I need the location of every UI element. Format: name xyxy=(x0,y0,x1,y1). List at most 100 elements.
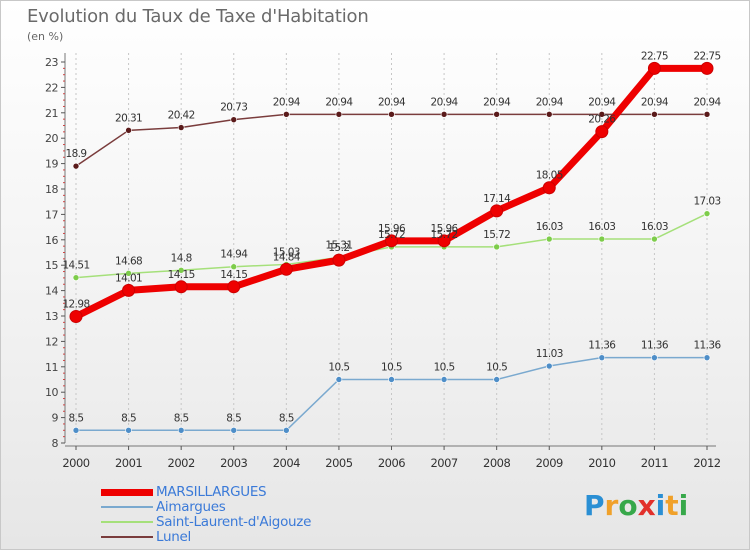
data-point xyxy=(388,376,395,383)
chart-title: Evolution du Taux de Taxe d'Habitation xyxy=(27,6,369,27)
data-point xyxy=(703,354,711,361)
data-point xyxy=(279,262,293,276)
y-tick-label: 18 xyxy=(45,183,58,196)
x-tick-label: 2011 xyxy=(641,456,668,470)
data-point xyxy=(703,111,711,118)
data-point xyxy=(598,111,606,118)
x-tick-label: 2008 xyxy=(483,456,510,470)
data-label: 15.72 xyxy=(431,229,458,241)
data-label: 18.05 xyxy=(536,170,563,182)
data-point xyxy=(440,111,448,118)
y-tick-label: 20 xyxy=(45,132,58,145)
data-point xyxy=(440,376,448,383)
data-point xyxy=(703,210,711,217)
x-tick-label: 2005 xyxy=(325,456,352,470)
data-label: 11.03 xyxy=(536,348,563,360)
data-point xyxy=(545,111,553,118)
y-tick-label: 19 xyxy=(45,158,58,171)
data-point xyxy=(651,111,658,118)
x-tick-label: 2007 xyxy=(430,456,457,470)
data-label: 16.03 xyxy=(536,221,563,233)
data-point xyxy=(493,376,500,383)
y-tick-label: 22 xyxy=(45,81,58,94)
data-label: 20.94 xyxy=(588,96,616,108)
data-point xyxy=(69,310,83,324)
x-tick-label: 2001 xyxy=(115,456,142,470)
y-tick-label: 17 xyxy=(45,208,58,221)
data-point xyxy=(335,111,343,118)
logo-letter: o xyxy=(618,489,638,522)
y-tick-label: 8 xyxy=(52,437,59,450)
data-point xyxy=(72,274,80,281)
data-point xyxy=(700,61,714,75)
data-label: 10.5 xyxy=(486,362,507,374)
legend-label: Aimargues xyxy=(156,499,226,515)
data-point xyxy=(283,111,290,118)
proxiti-logo: Proxiti xyxy=(584,489,688,522)
data-point xyxy=(125,270,132,277)
y-tick-label: 13 xyxy=(45,310,58,323)
data-point xyxy=(230,263,238,271)
data-point xyxy=(545,362,553,370)
data-label: 14.51 xyxy=(62,260,89,272)
data-label: 18.9 xyxy=(66,148,87,160)
data-label: 10.5 xyxy=(328,362,349,374)
data-point xyxy=(647,61,661,75)
data-label: 16.03 xyxy=(641,221,668,233)
data-point xyxy=(388,111,395,118)
data-point xyxy=(545,235,553,243)
data-point xyxy=(598,235,606,243)
x-tick-label: 2003 xyxy=(220,456,247,470)
data-label: 10.5 xyxy=(381,362,402,374)
data-label: 20.42 xyxy=(168,110,195,122)
y-tick-label: 15 xyxy=(45,259,58,272)
data-point xyxy=(125,426,132,434)
data-label: 20.94 xyxy=(325,96,353,108)
y-tick-label: 14 xyxy=(45,285,58,298)
legend-swatch xyxy=(101,488,153,496)
y-tick-label: 23 xyxy=(45,56,58,69)
data-point xyxy=(283,426,290,434)
data-label: 20.94 xyxy=(431,96,459,108)
data-point xyxy=(437,234,451,248)
data-point xyxy=(385,234,398,248)
x-tick-label: 2012 xyxy=(693,456,720,470)
x-tick-label: 2009 xyxy=(536,456,563,470)
y-tick-label: 12 xyxy=(45,335,58,348)
y-tick-label: 16 xyxy=(45,234,58,247)
data-label: 14.15 xyxy=(168,269,195,281)
data-label: 11.36 xyxy=(641,340,669,352)
data-label: 15.31 xyxy=(325,239,352,251)
data-label: 22.75 xyxy=(641,50,668,62)
data-point xyxy=(174,280,188,294)
data-label: 20.94 xyxy=(483,96,511,108)
y-tick-label: 21 xyxy=(45,107,58,120)
x-tick-label: 2010 xyxy=(588,456,615,470)
data-label: 14.68 xyxy=(115,255,142,267)
data-label: 15.96 xyxy=(431,223,459,235)
data-label: 17.03 xyxy=(693,196,720,208)
data-label: 8.5 xyxy=(279,412,294,424)
data-label: 8.5 xyxy=(174,412,189,424)
x-tick-label: 2006 xyxy=(378,456,405,470)
data-label: 17.14 xyxy=(483,193,511,205)
data-point xyxy=(230,426,238,434)
data-label: 15.2 xyxy=(328,242,349,254)
unit-label: (en %) xyxy=(27,30,64,43)
data-point xyxy=(125,127,132,134)
data-label: 8.5 xyxy=(121,412,136,424)
legend-swatch xyxy=(101,506,153,508)
legend-swatch xyxy=(101,521,153,523)
data-label: 20.94 xyxy=(273,96,301,108)
legend-label: Saint-Laurent-d'Aigouze xyxy=(156,514,312,530)
data-label: 15.03 xyxy=(273,246,300,258)
data-point xyxy=(227,280,241,294)
data-point xyxy=(72,426,80,434)
data-label: 14.84 xyxy=(273,251,301,263)
data-label: 20.31 xyxy=(115,112,142,124)
data-label: 20.94 xyxy=(641,96,669,108)
data-label: 8.5 xyxy=(226,412,241,424)
data-point xyxy=(490,204,504,218)
